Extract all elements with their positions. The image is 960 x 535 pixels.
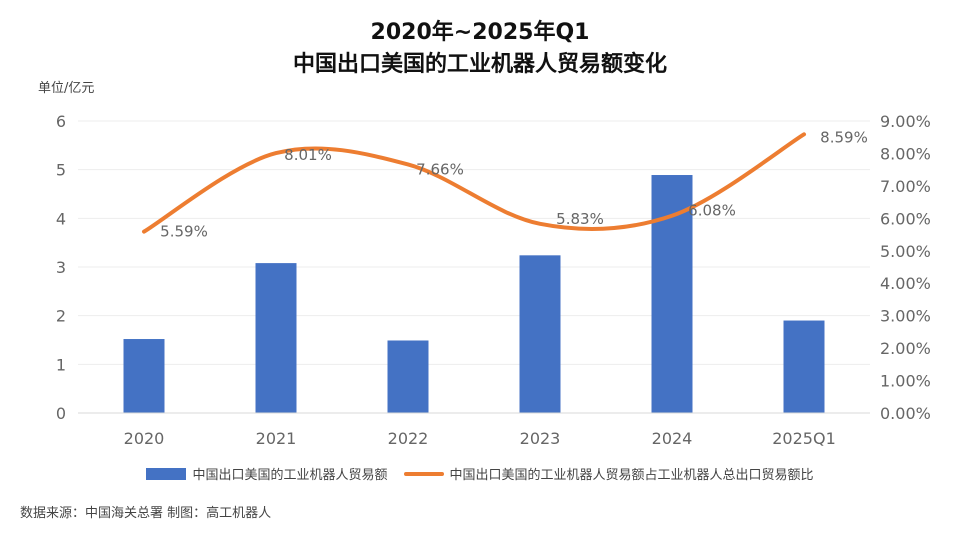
y-left-tick-label: 3 [56,258,66,277]
bar-series [123,175,825,413]
y-right-tick-label: 8.00% [880,144,931,163]
line-point [275,152,277,154]
axes: 0 1 2 3 4 5 6 0.00% 1.00% 2.00% 3.00% 4.00% 5.00% 6.0… [56,112,931,448]
line-data-label: 5.83% [556,210,604,228]
y-left-tick-label: 5 [56,161,66,180]
legend-label-bar: 中国出口美国的工业机器人贸易额 [192,468,388,483]
line-data-label: 6.08% [688,202,736,220]
y-right-tick-label: 4.00% [880,274,931,293]
y-right-tick-label: 1.00% [880,372,931,391]
line-data-label: 5.59% [160,223,208,241]
legend-label-line: 中国出口美国的工业机器人贸易额占工业机器人总出口贸易额比 [449,468,814,483]
x-tick-label: 2024 [652,429,693,448]
bar [783,320,825,413]
chart-title-line1: 2020年~2025年Q1 [370,20,590,45]
bar [123,339,165,413]
y-right-tick-label: 0.00% [880,404,931,423]
x-tick-label: 2025Q1 [772,429,836,448]
y-right-tick-label: 2.00% [880,339,931,358]
line-point [539,223,541,225]
y-right-tick-label: 5.00% [880,242,931,261]
line-data-label: 8.01% [284,146,332,164]
line-data-label: 7.66% [416,160,464,178]
x-tick-label: 2022 [388,429,429,448]
line-series [142,132,806,234]
bar [387,340,429,413]
gridlines [78,120,870,365]
x-tick-label: 2023 [520,429,561,448]
unit-label: 单位/亿元 [38,81,95,96]
x-tick-label: 2020 [124,429,165,448]
bar [519,255,561,413]
line-point [803,133,805,135]
y-left-tick-label: 2 [56,307,66,326]
line-data-label: 8.59% [820,128,868,146]
line-point [143,231,145,233]
y-right-tick-label: 3.00% [880,307,931,326]
line-path [142,132,806,234]
legend: 中国出口美国的工业机器人贸易额 中国出口美国的工业机器人贸易额占工业机器人总出口… [0,464,960,483]
legend-swatch-line [403,471,444,476]
x-tick-label: 2021 [256,429,297,448]
y-right-tick-label: 6.00% [880,209,931,228]
y-left-tick-label: 4 [56,209,66,228]
source-note: 数据来源：中国海关总署 制图：高工机器人 [20,506,272,521]
y-left-tick-label: 0 [56,404,66,423]
legend-swatch-bar [146,467,187,480]
y-right-tick-label: 9.00% [880,112,931,131]
y-right-tick-label: 7.00% [880,177,931,196]
chart-title-line2: 中国出口美国的工业机器人贸易额变化 [292,52,667,77]
legend-item-bar: 中国出口美国的工业机器人贸易额 [146,464,388,483]
line-point [671,215,673,217]
legend-item-line: 中国出口美国的工业机器人贸易额占工业机器人总出口贸易额比 [403,464,814,483]
y-left-tick-label: 6 [56,112,66,131]
y-left-tick-label: 1 [56,355,66,374]
line-point [407,163,409,165]
data-labels: 5.59% 8.01% 7.66% 5.83% 6.08% 8.59% [160,128,868,240]
bar [255,263,297,413]
